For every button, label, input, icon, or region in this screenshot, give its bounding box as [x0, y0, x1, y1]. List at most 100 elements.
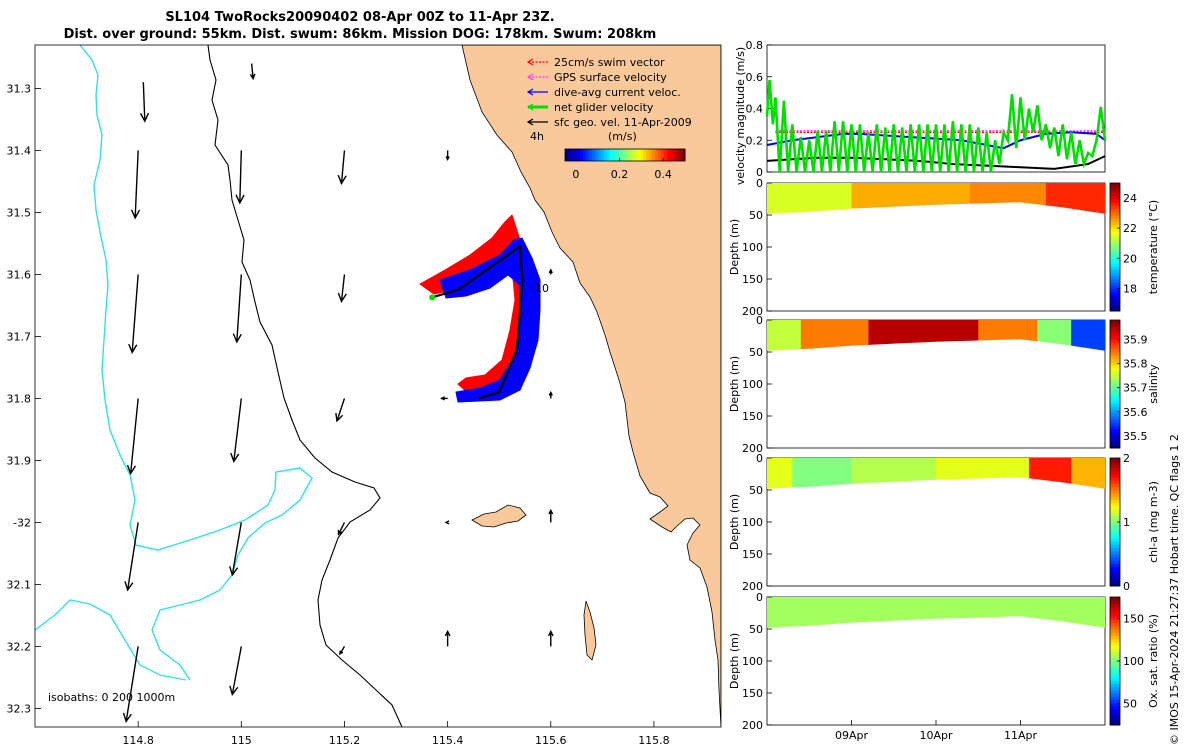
- section-x-tick-label: 09Apr: [835, 729, 869, 742]
- x-tick-label: 115.4: [432, 734, 464, 747]
- colorbar-segment: [595, 149, 599, 161]
- section-colorbar-segment: [1110, 291, 1120, 296]
- colorbar-segment: [658, 149, 662, 161]
- section-colorbar-frame: [1109, 319, 1121, 449]
- section-colorbar-segment: [1110, 721, 1120, 726]
- colorbar-tick-label: 0: [572, 168, 579, 181]
- section-colorbar-segment: [1110, 234, 1120, 238]
- section-colorbar-segment: [1110, 522, 1120, 526]
- section-colorbar-segment: [1110, 387, 1120, 391]
- section-colorbar-tick-label: 22: [1123, 222, 1137, 235]
- section-colorbar-segment: [1110, 380, 1120, 385]
- section-y-tick-label: 150: [742, 410, 763, 423]
- section-colorbar-segment: [1110, 531, 1120, 536]
- section-colorbar-segment: [1110, 582, 1120, 587]
- legend-swatch-head: [526, 88, 534, 96]
- section-band: [792, 458, 852, 489]
- colorbar-segment: [682, 149, 686, 161]
- y-tick-label: 31.3: [7, 82, 32, 95]
- legend-swatch-head: [526, 58, 534, 66]
- geo-vector-head: [337, 174, 347, 185]
- geo-vector-head: [444, 629, 451, 637]
- colorbar-segment: [637, 149, 641, 161]
- section-ylabel: Depth (m): [728, 494, 741, 550]
- section-colorbar-tick-label: 35.8: [1123, 357, 1148, 370]
- section-colorbar-segment: [1110, 518, 1120, 523]
- island-garden: [583, 600, 597, 661]
- section-colorbar-segment: [1110, 550, 1120, 555]
- section-colorbar-segment: [1110, 425, 1120, 430]
- geo-vector: [126, 522, 139, 591]
- section-colorbar-segment: [1110, 480, 1120, 485]
- section-colorbar-segment: [1110, 438, 1120, 443]
- section-colorbar-segment: [1110, 512, 1120, 517]
- section-colorbar-segment: [1110, 477, 1120, 481]
- y-tick-label: 31.9: [7, 454, 32, 467]
- section-colorbar-segment: [1110, 603, 1120, 608]
- colorbar-segment: [640, 149, 644, 161]
- section-colorbar-segment: [1110, 560, 1120, 565]
- legend-swatch-head: [526, 118, 534, 126]
- section-colorbar-segment: [1110, 622, 1120, 627]
- section-colorbar-segment: [1110, 304, 1120, 309]
- section-colorbar-segment: [1110, 712, 1120, 716]
- section-colorbar-segment: [1110, 253, 1120, 258]
- section-band: [1071, 320, 1105, 351]
- geo-vector-head: [122, 712, 132, 723]
- section-colorbar-segment: [1110, 263, 1120, 267]
- y-tick-label: 31.4: [7, 144, 32, 157]
- colorbar-segment: [571, 149, 575, 161]
- section-colorbar-segment: [1110, 326, 1120, 331]
- section-colorbar-segment: [1110, 641, 1120, 646]
- x-tick-label: 114.8: [122, 734, 154, 747]
- legend-label: net glider velocity: [554, 101, 654, 114]
- section-colorbar-segment: [1110, 693, 1120, 697]
- section-y-tick-label: 0: [756, 177, 763, 190]
- section-y-tick-label: 100: [742, 655, 763, 668]
- geo-vector: [129, 398, 139, 474]
- section-colorbar-segment: [1110, 616, 1120, 620]
- section-colorbar-segment: [1110, 496, 1120, 501]
- section-colorbar-segment: [1110, 525, 1120, 529]
- section-colorbar-segment: [1110, 547, 1120, 552]
- colorbar-segment: [628, 149, 632, 161]
- geo-vector-head: [235, 194, 245, 205]
- section-colorbar-segment: [1110, 279, 1120, 283]
- y-tick-label: 31.7: [7, 330, 32, 343]
- velocity-y-tick-label: 0.8: [746, 39, 764, 52]
- section-colorbar-segment: [1110, 576, 1120, 581]
- legend-swatch-head: [526, 103, 534, 111]
- section-colorbar-segment: [1110, 301, 1120, 306]
- geo-vector: [231, 522, 243, 576]
- section-ylabel: Depth (m): [728, 219, 741, 275]
- section-colorbar-segment: [1110, 432, 1120, 436]
- geo-vector: [236, 274, 243, 342]
- colorbar-tick-label: 0.4: [654, 168, 672, 181]
- section-colorbar-segment: [1110, 579, 1120, 584]
- section-colorbar-segment: [1110, 606, 1120, 611]
- section-colorbar-tick-label: 50: [1123, 698, 1137, 711]
- section-colorbar-segment: [1110, 648, 1120, 652]
- section-colorbar-segment: [1110, 345, 1120, 350]
- section-colorbar-segment: [1110, 205, 1120, 210]
- isobath-1000m: [35, 45, 313, 681]
- colorbar-segment: [616, 149, 620, 161]
- section-colorbar-tick-label: 18: [1123, 282, 1137, 295]
- section-panel-salinity: 0 50 100 150 200 Depth (m) 35.5 35.6 35.7 35.8 35.…: [728, 314, 1160, 455]
- section-colorbar-segment: [1110, 208, 1120, 213]
- velocity-y-tick-label: 0.2: [746, 134, 764, 147]
- colorbar-scale-label: 4h: [530, 130, 544, 143]
- map-panel: 114.8 115 115.2 115.4 115.6 115.8 31.3 31.4 31.5…: [7, 44, 722, 747]
- geo-vector-head: [230, 452, 240, 463]
- section-colorbar-segment: [1110, 613, 1120, 617]
- section-ylabel: Depth (m): [728, 633, 741, 689]
- track-label: 10: [535, 282, 549, 295]
- glider-track: [431, 244, 524, 400]
- section-colorbar-segment: [1110, 435, 1120, 439]
- section-y-tick-label: 0: [756, 591, 763, 604]
- section-colorbar-label: temperature (°C): [1147, 200, 1160, 294]
- section-colorbar-segment: [1110, 632, 1120, 636]
- section-colorbar-segment: [1110, 534, 1120, 539]
- section-colorbar-segment: [1110, 490, 1120, 494]
- section-colorbar-tick-label: 35.9: [1123, 333, 1148, 346]
